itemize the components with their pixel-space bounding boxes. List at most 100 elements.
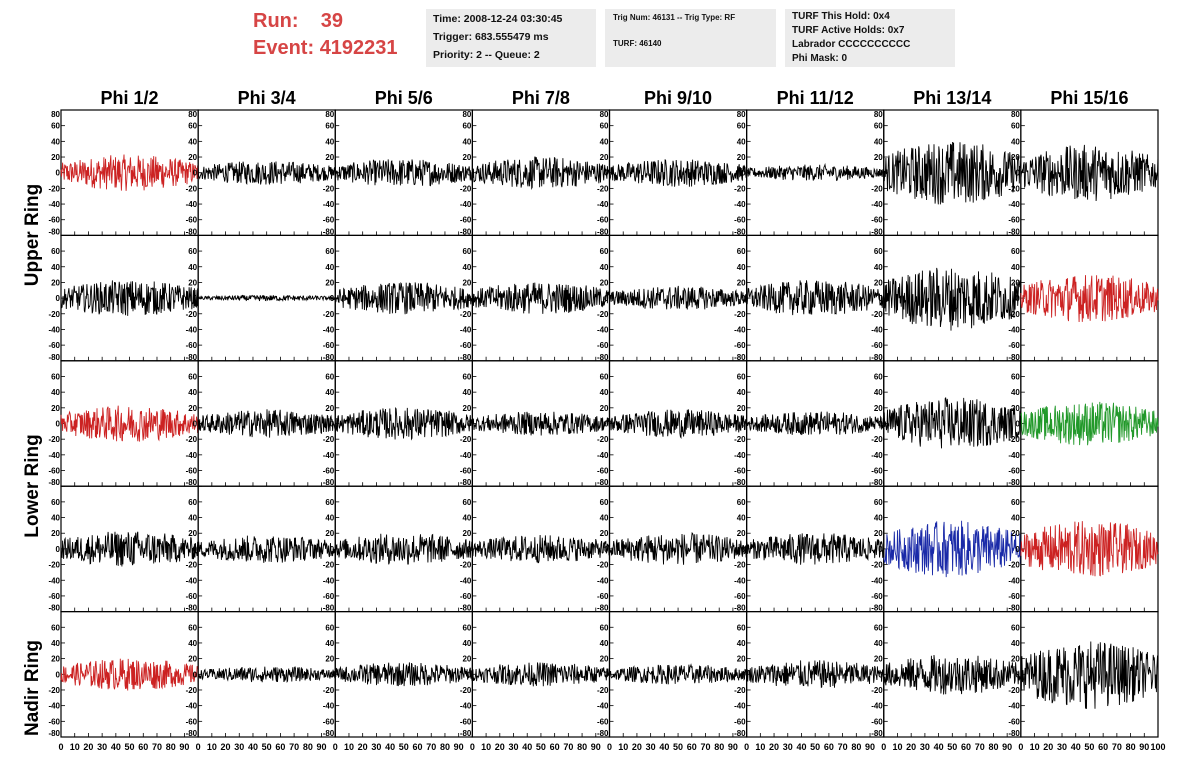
y-tick-label: 0: [467, 169, 472, 178]
y-tick-label: 40: [51, 388, 60, 397]
waveform-trace: [746, 660, 885, 689]
waveform-trace: [60, 280, 199, 316]
y-tick-label: -60: [734, 216, 746, 225]
y-tick-label: 40: [600, 514, 609, 523]
y-tick-label: -60: [323, 592, 335, 601]
y-tick-label: -60: [48, 216, 60, 225]
y-tick-label: -40: [186, 451, 198, 460]
y-tick-label: -40: [597, 576, 609, 585]
y-tick-label: -20: [48, 686, 60, 695]
y-tick-label: -20: [460, 561, 472, 570]
x-tick-label: 30: [920, 742, 930, 752]
x-tick-label: 0: [881, 742, 886, 752]
time-info-box: Time: 2008-12-24 03:30:45 Trigger: 683.5…: [426, 9, 596, 67]
y-tick-label: 20: [1011, 404, 1020, 413]
y-tick-label: -20: [460, 686, 472, 695]
y-tick-label: -40: [1008, 702, 1020, 711]
x-tick-label: 0: [333, 742, 338, 752]
y-tick-label: 0: [1015, 545, 1020, 554]
x-tick-label: 0: [196, 742, 201, 752]
y-tick-label: -40: [597, 451, 609, 460]
x-tick-label: 10: [892, 742, 902, 752]
y-tick-label: 20: [325, 404, 334, 413]
y-tick-label: -80: [323, 478, 335, 487]
x-tick-label: 30: [1057, 742, 1067, 752]
y-tick-label: -40: [323, 325, 335, 334]
y-tick-label: 40: [737, 639, 746, 648]
y-tick-label: 20: [51, 529, 60, 538]
y-tick-label: 0: [330, 545, 335, 554]
y-tick-label: -40: [1008, 576, 1020, 585]
x-tick-label: 0: [607, 742, 612, 752]
y-tick-label: 60: [188, 623, 197, 632]
y-tick-label: 60: [600, 623, 609, 632]
y-tick-label: 40: [325, 639, 334, 648]
x-tick-label: 40: [522, 742, 532, 752]
y-tick-label: 80: [1011, 110, 1020, 119]
waveform-trace: [334, 282, 473, 315]
y-tick-label: 60: [51, 247, 60, 256]
y-tick-label: -20: [871, 561, 883, 570]
y-tick-label: -40: [323, 451, 335, 460]
y-tick-label: 20: [600, 153, 609, 162]
y-tick-label: -80: [48, 353, 60, 362]
y-tick-label: 0: [878, 169, 883, 178]
waveform-trace: [197, 294, 336, 302]
y-tick-label: 60: [737, 372, 746, 381]
y-tick-label: -20: [597, 310, 609, 319]
y-tick-label: 60: [188, 122, 197, 131]
x-tick-label: 20: [906, 742, 916, 752]
y-tick-label: 40: [462, 639, 471, 648]
y-tick-label: 0: [193, 294, 198, 303]
y-tick-label: -80: [734, 729, 746, 738]
x-tick-label: 10: [207, 742, 217, 752]
y-tick-label: -20: [460, 435, 472, 444]
y-tick-label: 60: [325, 247, 334, 256]
waveform-trace: [197, 535, 336, 563]
y-tick-label: 40: [188, 263, 197, 272]
waveform-trace: [1020, 521, 1159, 577]
x-tick-label: 80: [1126, 742, 1136, 752]
y-tick-label: 0: [467, 294, 472, 303]
y-tick-label: -20: [186, 435, 198, 444]
y-tick-label: -60: [323, 467, 335, 476]
y-tick-label: 0: [878, 670, 883, 679]
y-tick-label: 0: [56, 294, 61, 303]
y-tick-label: 80: [462, 110, 471, 119]
y-tick-label: 0: [330, 169, 335, 178]
y-tick-label: -40: [734, 576, 746, 585]
y-tick-label: -20: [323, 435, 335, 444]
y-tick-label: 60: [462, 372, 471, 381]
y-tick-label: -60: [323, 717, 335, 726]
y-tick-label: 20: [188, 655, 197, 664]
priority-text: Priority: 2 -- Queue: 2: [433, 49, 540, 61]
y-tick-label: -60: [871, 467, 883, 476]
waveform-trace: [883, 267, 1022, 331]
y-tick-label: 0: [1015, 294, 1020, 303]
y-tick-label: -20: [597, 561, 609, 570]
y-tick-label: -80: [460, 353, 472, 362]
x-tick-label: 70: [152, 742, 162, 752]
y-tick-label: 40: [51, 137, 60, 146]
y-tick-label: -80: [323, 729, 335, 738]
turf-hold-text: TURF This Hold: 0x4: [792, 11, 890, 22]
y-tick-label: 40: [188, 388, 197, 397]
x-tick-label: 40: [1071, 742, 1081, 752]
x-tick-label: 60: [961, 742, 971, 752]
y-tick-label: -60: [460, 341, 472, 350]
y-tick-label: -40: [460, 325, 472, 334]
y-tick-label: -60: [323, 216, 335, 225]
y-tick-label: 80: [737, 110, 746, 119]
y-tick-label: 40: [325, 137, 334, 146]
y-tick-label: 20: [51, 278, 60, 287]
y-tick-label: -80: [48, 729, 60, 738]
y-tick-label: 20: [600, 404, 609, 413]
y-tick-label: -60: [871, 592, 883, 601]
y-tick-label: 0: [467, 670, 472, 679]
x-tick-label: 20: [495, 742, 505, 752]
column-header: Phi 7/8: [512, 88, 570, 108]
y-tick-label: 40: [600, 137, 609, 146]
waveform-trace: [609, 409, 748, 440]
y-tick-label: 0: [56, 420, 61, 429]
y-tick-label: 60: [600, 247, 609, 256]
